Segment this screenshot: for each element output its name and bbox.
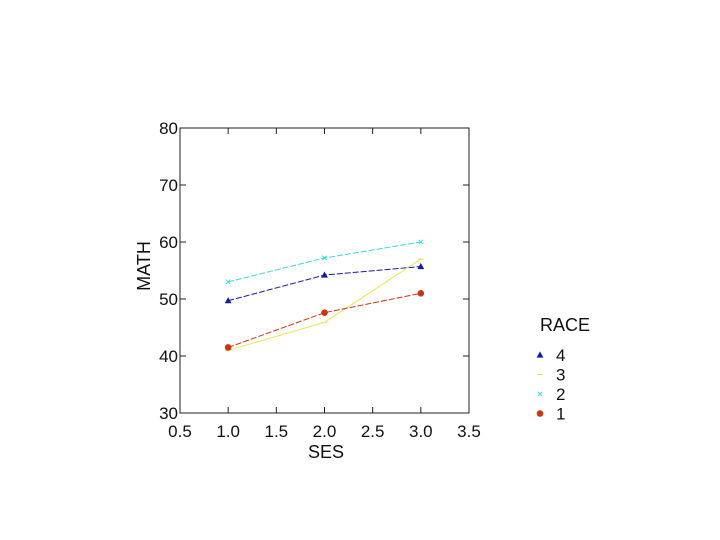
legend-label: 3 — [556, 366, 565, 385]
series-layer — [224, 239, 425, 351]
y-axis-tick-labels: 30 40 50 60 70 80 — [159, 119, 178, 423]
data-point — [321, 255, 328, 261]
legend-label: 4 — [556, 346, 565, 365]
legend-label: 1 — [556, 405, 565, 424]
data-point — [418, 239, 424, 245]
series-1 — [224, 290, 425, 351]
data-point — [321, 309, 328, 316]
data-point — [321, 271, 328, 278]
y-tick-label: 70 — [159, 176, 178, 195]
legend-label: 2 — [556, 385, 565, 404]
legend-item: 1 — [536, 405, 565, 424]
y-tick-label: 80 — [159, 119, 178, 138]
axis-ticks — [179, 127, 470, 414]
x-tick-label: 0.5 — [168, 422, 192, 441]
legend-item: 2 — [537, 385, 565, 404]
data-point — [224, 297, 232, 304]
y-tick-label: 60 — [159, 233, 178, 252]
legend-item: 3 — [537, 366, 565, 385]
plot-frame — [179, 127, 470, 414]
x-axis-tick-labels: 0.5 1.0 1.5 2.0 2.5 3.0 3.5 — [168, 422, 481, 441]
y-tick-label: 50 — [159, 290, 178, 309]
legend-item: 4 — [536, 346, 565, 365]
legend-marker — [537, 391, 543, 397]
x-tick-label: 3.0 — [409, 422, 433, 441]
x-tick-label: 1.5 — [265, 422, 289, 441]
legend-marker — [536, 410, 544, 417]
y-tick-label: 30 — [159, 404, 178, 423]
data-point — [225, 279, 231, 285]
x-axis-title: SES — [308, 442, 344, 462]
series-2 — [225, 239, 424, 285]
y-axis-title: MATH — [134, 241, 154, 291]
legend-marker — [536, 351, 544, 358]
y-tick-label: 40 — [159, 347, 178, 366]
legend-title: RACE — [540, 315, 590, 335]
x-tick-label: 2.0 — [313, 422, 337, 441]
x-tick-label: 3.5 — [457, 422, 481, 441]
data-point — [224, 344, 232, 351]
series-4 — [224, 262, 425, 304]
data-point — [417, 262, 425, 270]
x-tick-label: 2.5 — [361, 422, 385, 441]
series-line — [227, 292, 421, 348]
x-tick-label: 1.0 — [216, 422, 240, 441]
data-point — [417, 290, 425, 297]
